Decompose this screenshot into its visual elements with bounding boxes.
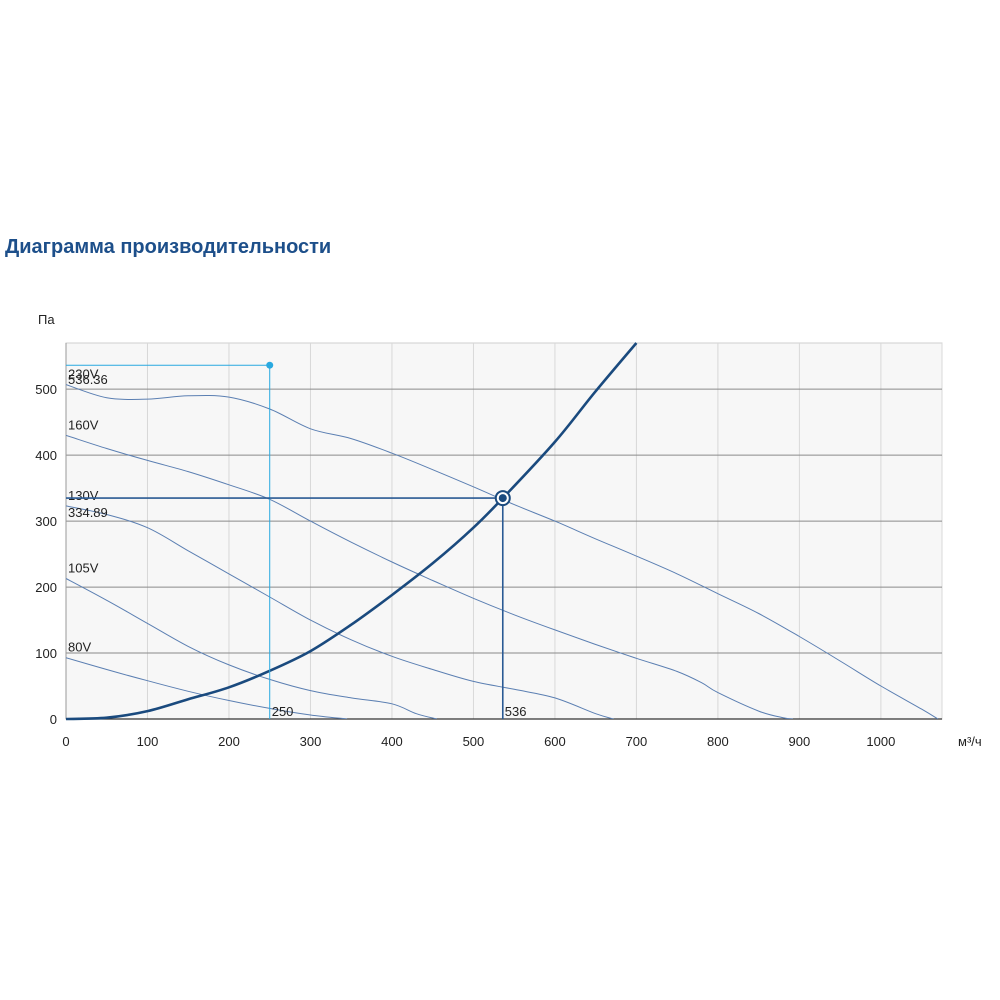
plot-area [65, 342, 943, 720]
guide-value-label: 334.89 [68, 505, 108, 520]
series-label-160v: 160V [68, 417, 99, 432]
guide-value-label: 536.36 [68, 372, 108, 387]
fan-curve-130v [66, 505, 614, 719]
series-label-230v: 230V [68, 367, 99, 382]
fan-curve-230v [66, 384, 939, 719]
operating-point-marker [498, 494, 507, 503]
x-tick-label: 500 [463, 734, 485, 749]
series-label-130v: 130V [68, 488, 99, 503]
series-label-105v: 105V [68, 560, 99, 575]
y-tick-label: 100 [35, 646, 57, 661]
y-tick-label: 500 [35, 382, 57, 397]
y-tick-label: 200 [35, 580, 57, 595]
guide-x-label: 250 [272, 704, 294, 719]
fan-curve-160v [66, 434, 793, 719]
x-tick-label: 800 [707, 734, 729, 749]
y-tick-label: 0 [50, 712, 57, 727]
x-tick-label: 700 [626, 734, 648, 749]
y-tick-label: 400 [35, 448, 57, 463]
x-tick-label: 100 [137, 734, 159, 749]
guide-x-label: 536 [505, 704, 527, 719]
fan-curve-80v [66, 657, 348, 719]
x-tick-label: 200 [218, 734, 240, 749]
x-tick-label: 0 [62, 734, 69, 749]
x-tick-label: 900 [789, 734, 811, 749]
x-tick-label: 1000 [866, 734, 895, 749]
x-tick-label: 600 [544, 734, 566, 749]
x-tick-label: 400 [381, 734, 403, 749]
x-tick-label: 300 [300, 734, 322, 749]
guide-point-marker [266, 361, 274, 369]
y-tick-label: 300 [35, 514, 57, 529]
y-axis-title: Па [38, 312, 55, 327]
chart-title: Диаграмма производительности [5, 236, 332, 258]
series-label-80v: 80V [68, 640, 91, 655]
system-curve [65, 342, 638, 721]
x-axis-title: м³/ч [958, 734, 982, 749]
